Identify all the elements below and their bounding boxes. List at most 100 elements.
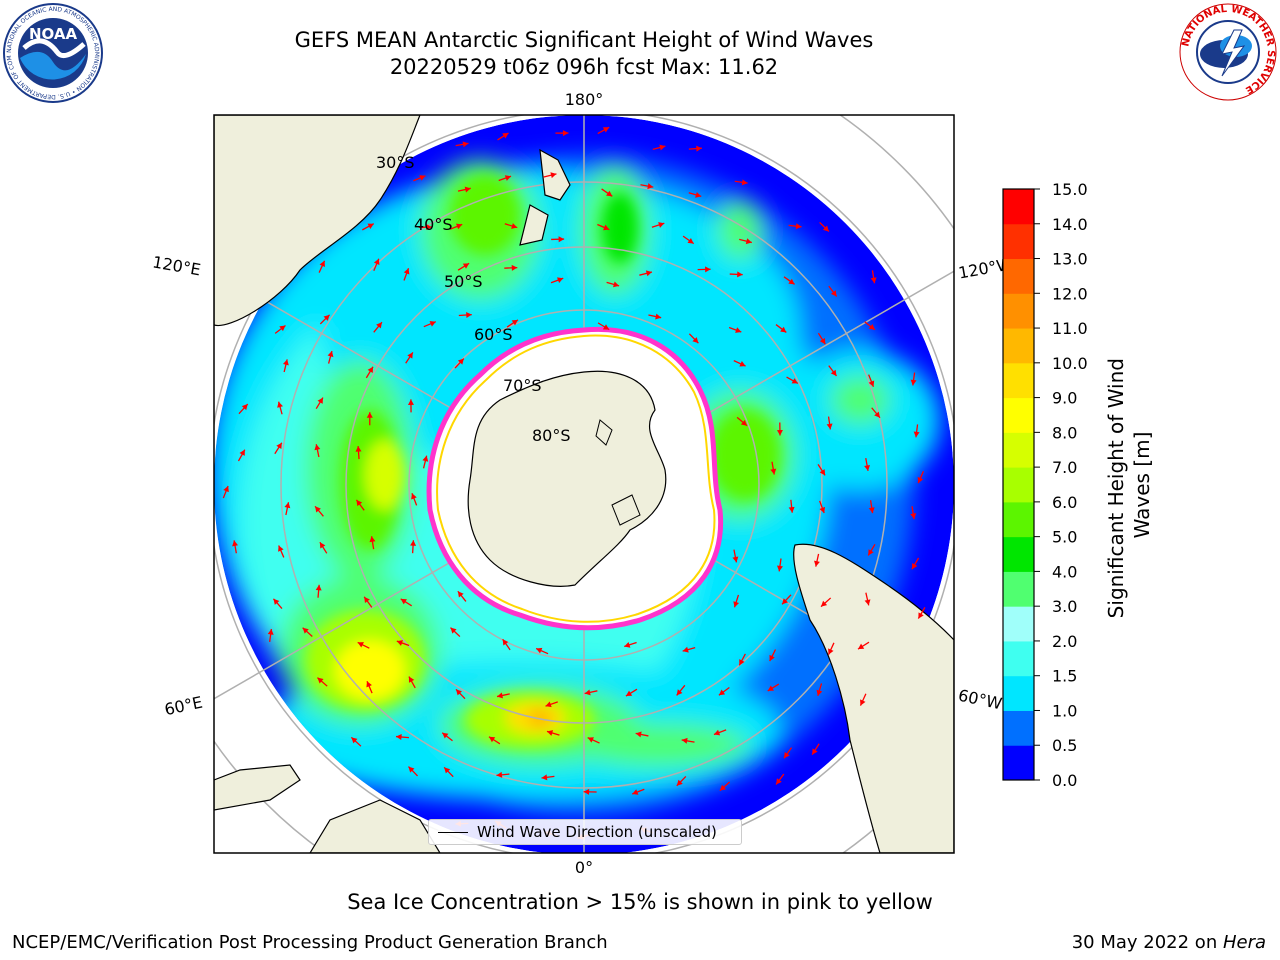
wind-arrow: [408, 676, 416, 689]
wind-arrow: [551, 236, 565, 243]
wind-arrow: [911, 557, 920, 570]
lon-label-0: 0°: [575, 858, 593, 877]
colorbar-tick-label: 5.0: [1052, 528, 1077, 547]
colorbar-tick-label: 6.0: [1052, 493, 1077, 512]
wind-arrow: [407, 399, 414, 413]
wind-arrow: [870, 270, 877, 284]
wind-arrow: [373, 258, 380, 271]
lon-label-120e: 120°E: [151, 252, 202, 279]
wind-arrow: [455, 141, 469, 148]
wind-arrow: [867, 543, 876, 556]
colorbar-tick-label: 1.5: [1052, 667, 1077, 686]
wind-arrow: [543, 172, 557, 179]
antarctica: [467, 370, 667, 587]
chart-subtitle: 20220529 t06z 096h fcst Max: 11.62: [389, 55, 779, 79]
colorbar-segment: [1003, 640, 1034, 677]
wind-arrow: [868, 500, 875, 514]
wind-arrow: [688, 191, 702, 198]
wind-arrow: [457, 590, 467, 602]
wind-arrow: [728, 326, 742, 333]
colorbar-frame: [1002, 188, 1035, 781]
colorbar-segment: [1003, 258, 1034, 294]
colorbar-ticks: 0.0 0.5 1.0 1.5 2.0 3.0 4.0 5.0 6.0 7.0 8.0 9.0 10.0…: [1034, 180, 1088, 790]
wind-direction-arrows: [222, 126, 926, 840]
wind-arrow: [274, 324, 286, 334]
noaa-logo: NATIONAL OCEANIC AND ATMOSPHERIC ADMINIS…: [2, 2, 103, 103]
colorbar-tick-label: 13.0: [1052, 250, 1088, 269]
wind-arrow: [788, 223, 802, 230]
wind-arrow: [587, 737, 600, 744]
lon-label-60e: 60°E: [163, 693, 205, 720]
wind-arrow: [411, 493, 418, 506]
legend-line-swatch: [438, 832, 468, 833]
wind-arrow: [357, 641, 370, 649]
wind-arrow: [776, 558, 783, 572]
colorbar-tick-label: 9.0: [1052, 389, 1077, 408]
lat-label-70s: 70°S: [503, 376, 542, 395]
wind-arrow: [278, 545, 285, 558]
map-legend: Wind Wave Direction (unscaled): [428, 819, 742, 845]
wind-arrow: [498, 175, 512, 182]
wind-arrow: [504, 264, 518, 271]
colorbar-tick-label: 0.0: [1052, 771, 1077, 790]
wind-arrow: [488, 736, 501, 745]
wind-arrow: [624, 641, 637, 648]
wind-arrow: [713, 729, 727, 736]
wind-arrow: [272, 598, 283, 610]
wind-arrow: [828, 365, 838, 377]
wind-arrow: [625, 688, 638, 697]
wind-arrow: [314, 505, 324, 517]
wind-arrow: [400, 598, 413, 607]
wind-arrow: [910, 372, 917, 386]
wind-arrow: [859, 693, 867, 706]
wind-arrow: [315, 584, 322, 598]
wind-arrow: [648, 313, 662, 320]
wind-arrow: [443, 766, 454, 778]
wind-arrow: [631, 788, 645, 795]
wind-arrow: [871, 407, 881, 419]
wind-arrow: [688, 145, 702, 152]
wind-arrow: [423, 321, 437, 328]
wind-arrow: [606, 281, 620, 288]
wind-arrow: [455, 688, 466, 700]
wind-arrow: [454, 358, 465, 369]
wind-arrow: [864, 592, 871, 606]
wind-arrow: [422, 455, 429, 469]
wind-arrow: [819, 500, 826, 514]
wind-arrow: [327, 350, 334, 364]
chart-title: GEFS MEAN Antarctic Significant Height o…: [294, 28, 874, 52]
wind-arrow: [267, 628, 274, 642]
wind-arrow: [506, 319, 519, 328]
wind-arrow: [373, 321, 383, 333]
wind-arrow: [550, 277, 564, 284]
wind-arrow: [819, 221, 830, 232]
wind-arrow: [775, 324, 787, 333]
wind-arrow: [651, 222, 665, 228]
wind-arrow: [770, 461, 777, 475]
wind-arrow: [314, 444, 321, 458]
wind-arrow: [816, 683, 823, 697]
wind-arrow: [458, 311, 472, 318]
wind-arrow: [697, 266, 711, 273]
wind-arrow: [403, 268, 410, 281]
wind-arrow: [769, 649, 777, 662]
lat-label-40s: 40°S: [414, 215, 453, 234]
wind-arrow: [496, 771, 510, 778]
wind-arrow: [238, 403, 249, 415]
wind-arrow: [828, 285, 838, 297]
wind-arrow: [366, 412, 373, 426]
wind-arrow: [682, 646, 696, 653]
footer-credit: NCEP/EMC/Verification Post Processing Pr…: [12, 932, 608, 953]
wind-arrow: [734, 179, 748, 186]
wind-arrow: [355, 499, 365, 511]
wind-arrow: [546, 730, 560, 736]
wind-arrow: [355, 446, 362, 460]
legend-text: Wind Wave Direction (unscaled): [477, 823, 717, 841]
wind-arrow: [504, 223, 518, 229]
wind-arrow: [817, 464, 826, 476]
wind-arrow: [913, 424, 920, 438]
wind-arrow: [917, 607, 926, 619]
colorbar-segment: [1003, 432, 1034, 468]
wind-arrow: [317, 677, 328, 687]
lat-label-60s: 60°S: [474, 325, 513, 344]
